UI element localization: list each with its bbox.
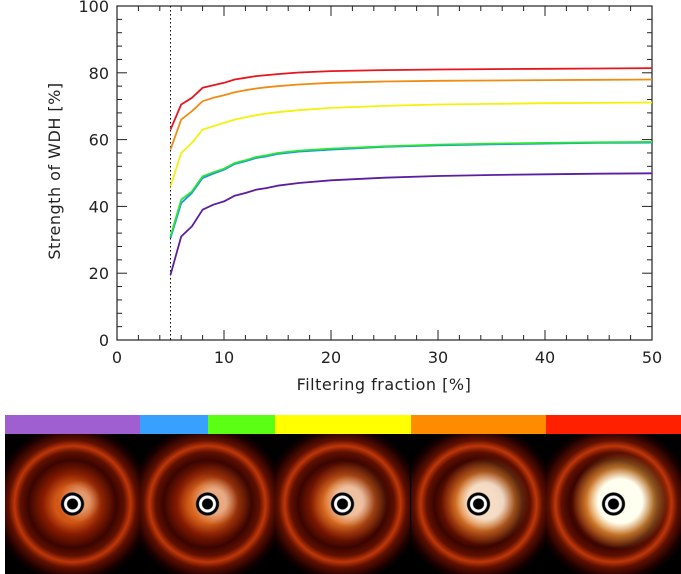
- series-line-4: [169, 141, 653, 239]
- x-tick-label: 30: [428, 348, 448, 367]
- series-line-3: [169, 101, 653, 187]
- color-band-1: [5, 415, 141, 434]
- x-tick-label: 10: [214, 348, 234, 367]
- series-line-6: [169, 172, 653, 276]
- image-panel-2: [140, 434, 275, 574]
- y-tick-label: 100: [78, 0, 109, 16]
- image-panel-3: [275, 434, 410, 574]
- series-lines: [169, 67, 653, 276]
- x-tick-label: 0: [112, 348, 122, 367]
- y-tick-label: 80: [89, 64, 109, 83]
- series-line-1: [169, 67, 653, 130]
- color-band-6: [546, 415, 681, 434]
- line-chart: 0 10 20 30 40 50 0 20 40 60 80 100 Filtering fracti…: [45, 0, 662, 394]
- y-tick-label: 20: [89, 264, 109, 283]
- axis-ticks: [116, 5, 653, 341]
- image-panel-1: [5, 434, 140, 574]
- color-band-4: [275, 415, 411, 434]
- image-panel-4: [411, 434, 546, 574]
- x-tick-label: 20: [321, 348, 341, 367]
- tick-labels: 0 10 20 30 40 50 0 20 40 60 80 100: [78, 0, 662, 367]
- y-tick-label: 60: [89, 131, 109, 150]
- color-band-2: [140, 415, 208, 434]
- series-line-2: [169, 78, 653, 150]
- color-band-5: [411, 415, 547, 434]
- plot-border: [116, 5, 653, 341]
- color-legend-bar: [5, 415, 681, 434]
- image-panel-5: [546, 434, 681, 574]
- series-line-5: [169, 141, 653, 237]
- y-tick-label: 0: [99, 331, 109, 350]
- y-tick-label: 40: [89, 197, 109, 216]
- x-tick-label: 50: [642, 348, 662, 367]
- color-band-3: [208, 415, 276, 434]
- y-axis-title: Strength of WDH [%]: [45, 82, 64, 259]
- x-axis-title: Filtering fraction [%]: [297, 375, 472, 394]
- x-tick-label: 40: [535, 348, 555, 367]
- image-strip: [5, 415, 681, 574]
- plot-frame: [116, 5, 653, 341]
- image-panels: [5, 434, 681, 574]
